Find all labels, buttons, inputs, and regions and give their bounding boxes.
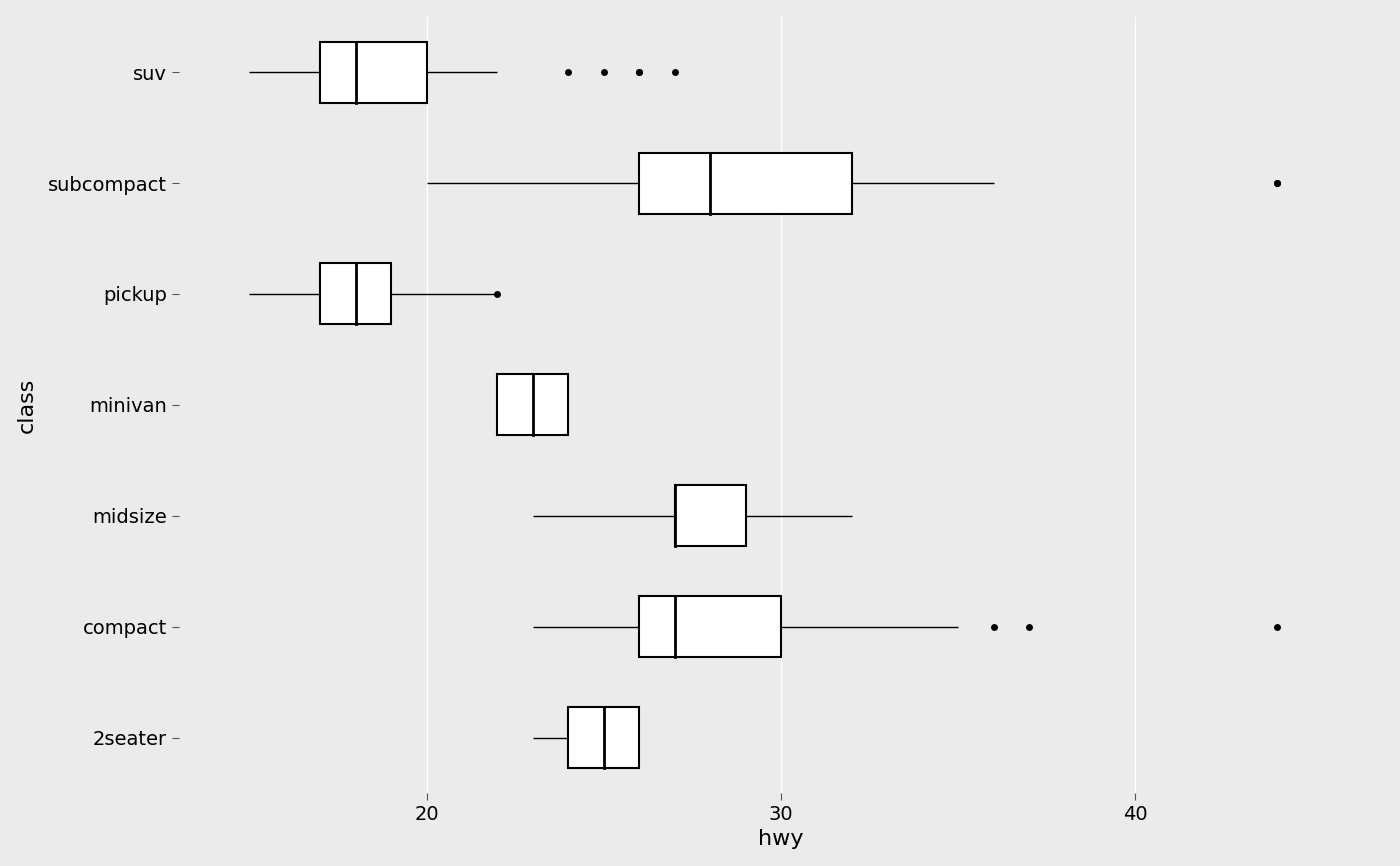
Bar xyxy=(321,263,391,325)
Bar xyxy=(640,152,851,214)
Bar xyxy=(321,42,427,102)
Bar xyxy=(640,596,781,657)
Bar xyxy=(675,485,746,546)
Bar xyxy=(497,374,568,436)
X-axis label: hwy: hwy xyxy=(759,830,804,850)
Bar xyxy=(568,707,640,768)
Y-axis label: class: class xyxy=(17,377,36,432)
